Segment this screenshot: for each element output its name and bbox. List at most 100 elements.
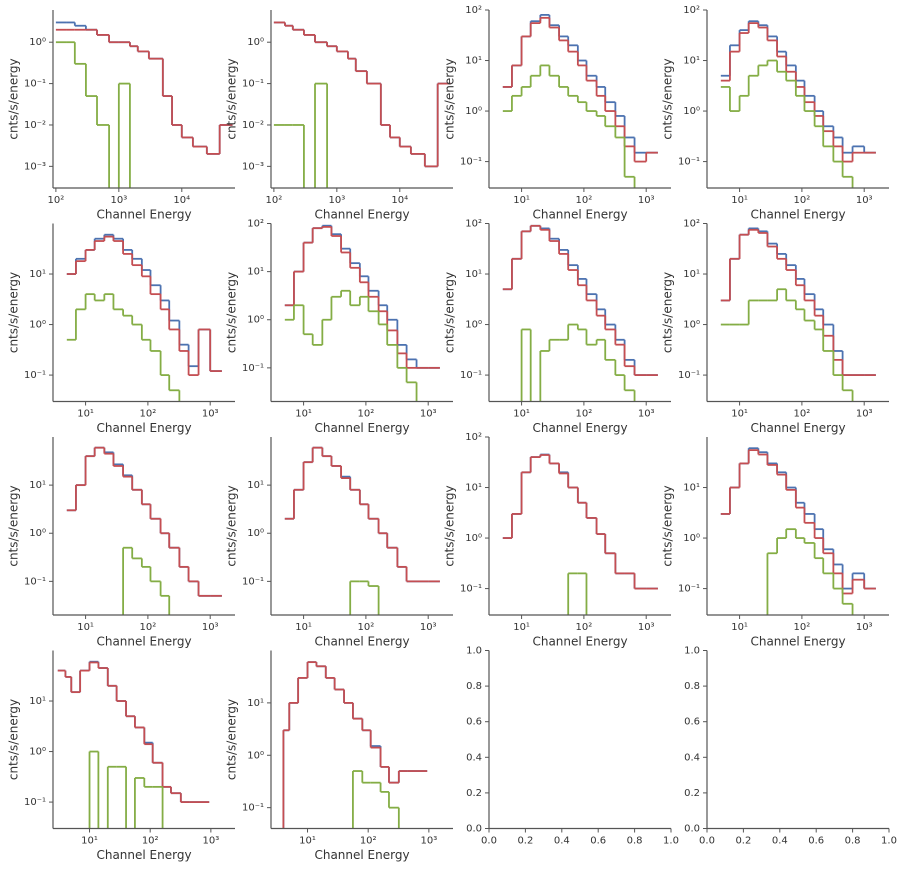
x-tick-label: 10² [794,622,811,633]
plot-area [284,446,440,615]
plot-area [502,224,658,402]
y-axis-label: cnts/s/energy [443,485,457,566]
x-tick-label: 10³ [202,409,219,420]
x-tick-label: 0.0 [699,836,715,847]
x-axis-label: Channel Energy [314,421,409,435]
x-tick-label: 10³ [638,195,655,206]
y-tick-label: 0.0 [684,824,700,835]
x-tick-label: 10¹ [731,195,748,206]
x-axis-label: Channel Energy [314,208,409,222]
y-axis-label: cnts/s/energy [225,699,239,780]
subplot: 10² 10³ 10⁴ 10⁻³ 10⁻² 10⁻¹ 10⁰ Channel Energy cn… [225,10,453,222]
y-tick-label: 0.8 [466,681,482,692]
x-tick-label: 10² [140,622,157,633]
y-tick-label: 10² [683,219,700,230]
y-tick-label: 10⁻¹ [460,157,482,168]
x-axis-label: Channel Energy [532,421,627,435]
y-tick-label: 10⁰ [465,320,482,331]
x-tick-label: 10² [358,622,375,633]
x-axis-label: Channel Energy [750,635,845,649]
y-tick-label: 10¹ [29,269,46,280]
y-axis-label: cnts/s/energy [225,485,239,566]
y-tick-label: 10² [465,5,482,16]
y-tick-label: 0.2 [684,788,700,799]
y-tick-label: 10⁰ [29,528,46,539]
y-tick-label: 10¹ [29,480,46,491]
y-tick-label: 10¹ [465,56,482,67]
y-tick-label: 10¹ [683,56,700,67]
y-tick-label: 10⁻² [24,120,46,131]
y-tick-label: 10⁰ [247,528,264,539]
y-axis-label: cnts/s/energy [443,58,457,139]
x-tick-label: 10³ [638,622,655,633]
x-tick-label: 10³ [328,195,345,206]
plot-area [282,661,428,829]
x-tick-label: 10¹ [299,836,316,847]
x-tick-label: 10² [358,409,375,420]
x-tick-label: 10¹ [513,195,530,206]
x-tick-label: 1.0 [663,836,679,847]
x-tick-label: 10¹ [77,409,94,420]
y-axis-label: cnts/s/energy [7,699,21,780]
y-tick-label: 10⁻³ [242,161,264,172]
y-tick-label: 0.2 [466,788,482,799]
x-tick-label: 0.8 [845,836,861,847]
y-tick-label: 0.8 [684,681,700,692]
x-axis-label: Channel Energy [532,208,627,222]
x-tick-label: 10¹ [513,409,530,420]
plot-area [720,447,876,615]
y-axis-label: cnts/s/energy [661,272,675,353]
subplot: 0.0 0.2 0.4 0.6 0.8 1.0 0.0 0.2 0.4 0.6 0.8 1.0 [684,646,897,847]
y-axis-label: cnts/s/energy [7,485,21,566]
y-tick-label: 10⁻¹ [24,576,46,587]
y-axis-label: cnts/s/energy [7,272,21,353]
y-tick-label: 10¹ [247,480,264,491]
y-tick-label: 10⁻¹ [460,584,482,595]
x-tick-label: 10³ [856,195,873,206]
subplot: 10² 10³ 10⁴ 10⁻³ 10⁻² 10⁻¹ 10⁰ Channel Energy cn… [7,10,235,222]
x-axis-label: Channel Energy [96,848,191,862]
y-tick-label: 10⁻¹ [678,157,700,168]
x-tick-label: 0.2 [735,836,751,847]
plot-area [273,21,451,188]
y-tick-label: 10² [247,219,264,230]
x-tick-label: 0.4 [554,836,570,847]
x-tick-label: 10³ [638,409,655,420]
y-tick-label: 10¹ [247,267,264,278]
x-tick-label: 10² [48,195,65,206]
y-tick-label: 1.0 [684,646,700,657]
x-axis-label: Channel Energy [96,421,191,435]
x-tick-label: 10² [576,622,593,633]
plot-area [720,227,876,402]
y-tick-label: 10⁻¹ [460,370,482,381]
y-tick-label: 10¹ [683,269,700,280]
y-tick-label: 10⁻¹ [24,370,46,381]
x-axis-label: Channel Energy [96,208,191,222]
y-axis-label: cnts/s/energy [225,272,239,353]
plot-area [66,233,222,402]
x-tick-label: 10³ [202,836,219,847]
x-tick-label: 10² [576,409,593,420]
y-tick-label: 10¹ [465,483,482,494]
x-tick-label: 10² [794,195,811,206]
x-tick-label: 0.6 [590,836,606,847]
y-tick-label: 10⁻¹ [242,363,264,374]
x-tick-label: 10³ [110,195,127,206]
y-tick-label: 10⁻¹ [24,79,46,90]
x-tick-label: 10² [266,195,283,206]
y-tick-label: 0.6 [466,717,482,728]
x-tick-label: 10³ [856,409,873,420]
y-tick-label: 10⁰ [29,37,46,48]
y-tick-label: 10⁰ [29,320,46,331]
y-tick-label: 10⁻¹ [678,584,700,595]
y-tick-label: 10¹ [29,696,46,707]
